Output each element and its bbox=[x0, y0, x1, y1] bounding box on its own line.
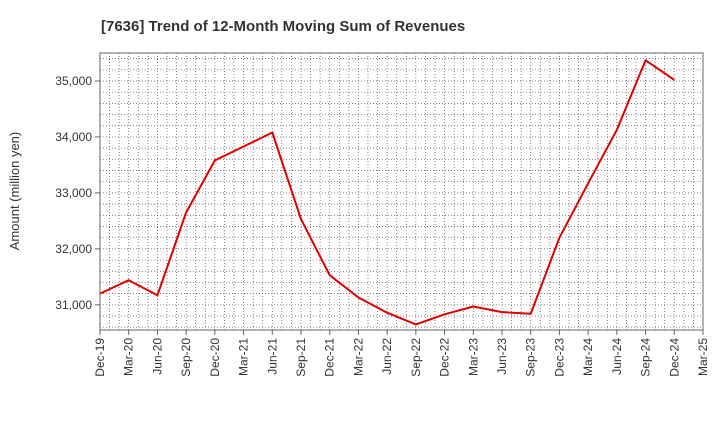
x-tick-label: Dec-20 bbox=[208, 338, 222, 377]
x-tick-label: Dec-22 bbox=[438, 338, 452, 377]
chart-title: [7636] Trend of 12-Month Moving Sum of R… bbox=[101, 18, 465, 35]
y-tick-label: 35,000 bbox=[55, 74, 92, 88]
x-tick-label: Sep-24 bbox=[639, 338, 653, 377]
x-tick-label: Jun-22 bbox=[380, 338, 394, 375]
x-tick-label: Sep-22 bbox=[409, 338, 423, 377]
series-lines bbox=[99, 59, 675, 326]
grid bbox=[100, 53, 703, 330]
x-tick-label: Dec-24 bbox=[667, 338, 681, 377]
x-tick-label: Jun-24 bbox=[610, 338, 624, 375]
x-tick-label: Sep-21 bbox=[294, 338, 308, 377]
y-tick-label: 32,000 bbox=[55, 242, 92, 256]
x-tick-label: Mar-20 bbox=[122, 338, 136, 376]
x-tick-label: Mar-23 bbox=[466, 338, 480, 376]
x-tick-label: Jun-21 bbox=[265, 338, 279, 375]
plot-frame bbox=[99, 52, 704, 331]
series-line bbox=[99, 59, 675, 326]
y-tick-label: 34,000 bbox=[55, 130, 92, 144]
y-ticks: 31,000 32,000 33,000 34,000 35,000 bbox=[55, 74, 100, 312]
plot-area bbox=[100, 53, 703, 330]
y-tick-label: 31,000 bbox=[55, 298, 92, 312]
y-tick-label: 33,000 bbox=[55, 186, 92, 200]
x-tick-label: Jun-20 bbox=[150, 338, 164, 375]
x-tick-label: Mar-25 bbox=[696, 338, 710, 376]
x-tick-label: Jun-23 bbox=[495, 338, 509, 375]
x-tick-label: Dec-19 bbox=[93, 338, 107, 377]
x-tick-label: Dec-21 bbox=[323, 338, 337, 377]
x-tick-label: Mar-21 bbox=[237, 338, 251, 376]
x-tick-label: Mar-22 bbox=[351, 338, 365, 376]
x-tick-label: Sep-20 bbox=[179, 338, 193, 377]
x-tick-label: Mar-24 bbox=[581, 338, 595, 376]
x-tick-label: Sep-23 bbox=[524, 338, 538, 377]
y-axis-label: Amount (million yen) bbox=[7, 132, 22, 251]
x-tick-label: Dec-23 bbox=[552, 338, 566, 377]
x-ticks: Dec-19 Mar-20 Jun-20 Sep-20 Dec-20 Mar-21 Jun-… bbox=[93, 330, 710, 377]
